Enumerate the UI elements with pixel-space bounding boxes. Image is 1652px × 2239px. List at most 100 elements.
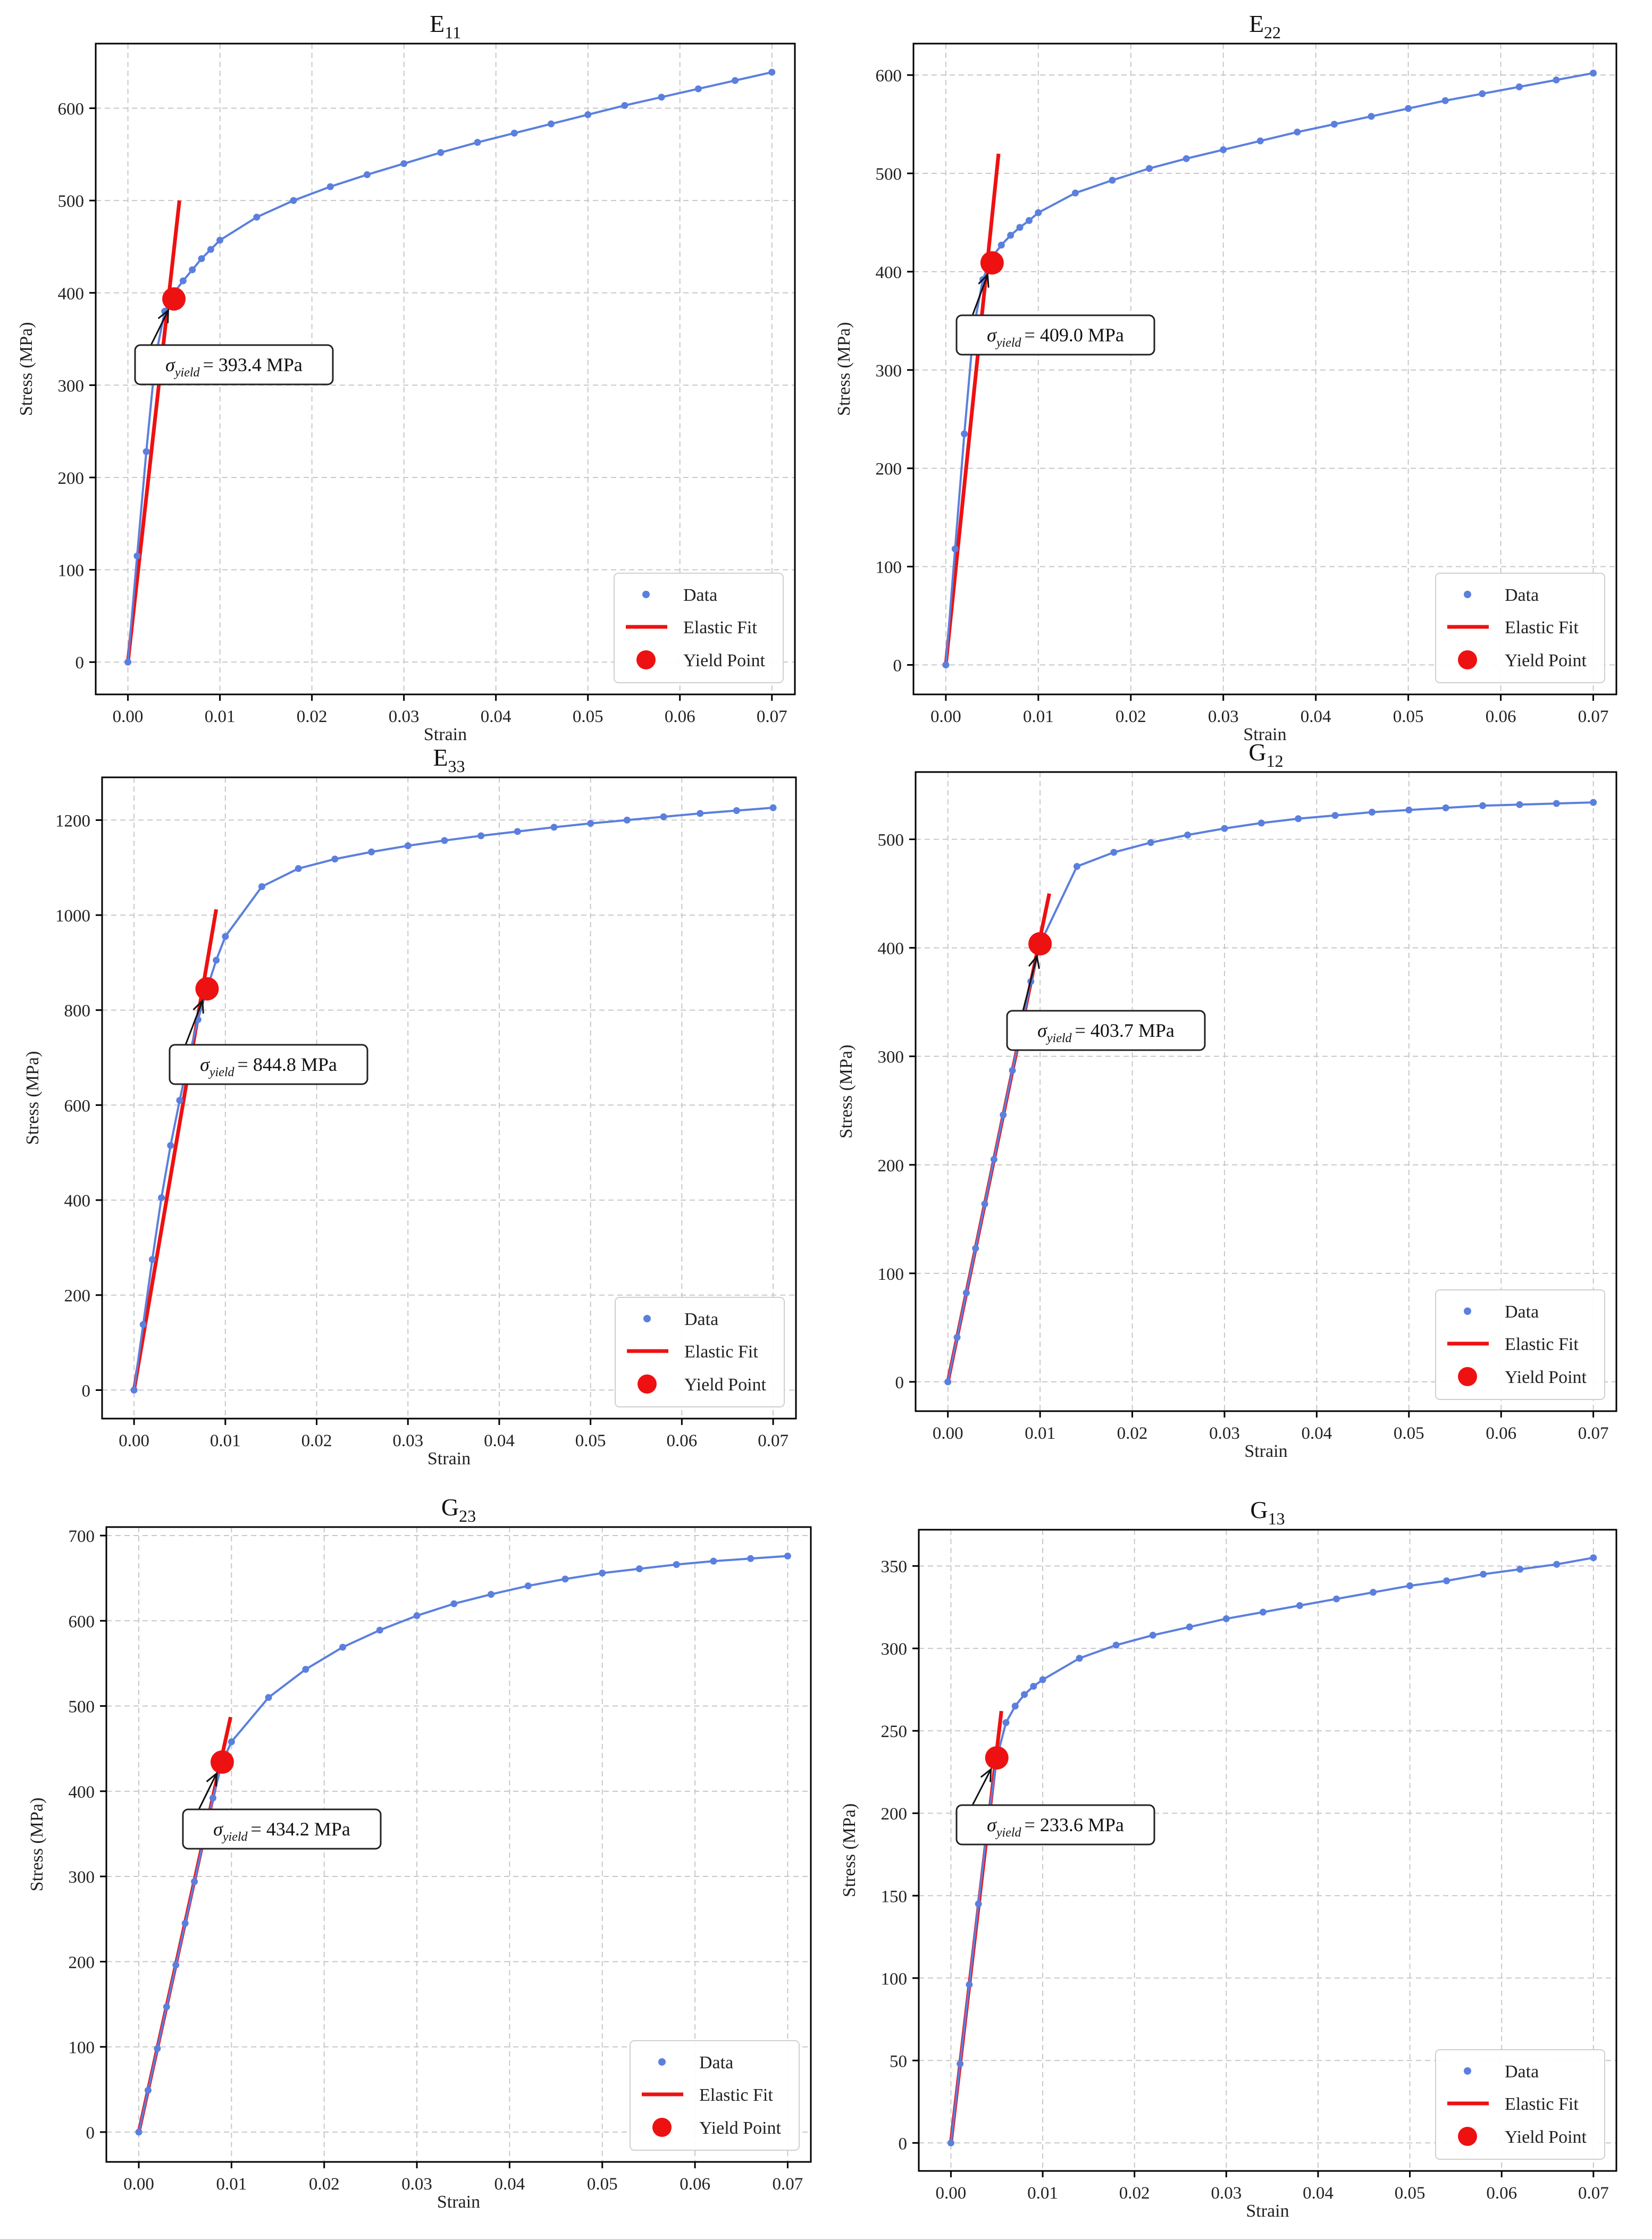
y-axis-label: Stress (MPa) xyxy=(27,1798,47,1892)
data-point xyxy=(710,1557,717,1565)
data-point xyxy=(437,149,445,156)
yield-annotation: σyield = 393.4 MPa xyxy=(165,354,303,380)
data-point xyxy=(488,1591,495,1598)
y-tick-label: 50 xyxy=(890,2052,907,2071)
legend: Data Elastic Fit Yield Point xyxy=(614,573,784,683)
data-point xyxy=(376,1626,383,1634)
axes-frame xyxy=(105,1526,812,2163)
data-point xyxy=(368,848,375,856)
x-tick-label: 0.02 xyxy=(1117,1424,1148,1443)
legend-data-marker xyxy=(1464,1307,1471,1315)
annotation-arrow xyxy=(185,1000,204,1045)
annotation-box xyxy=(169,1044,368,1085)
yield-point-marker xyxy=(210,1750,234,1774)
x-tick-label: 0.05 xyxy=(587,2175,618,2194)
data-point xyxy=(697,810,704,817)
y-tick-label: 600 xyxy=(64,1096,91,1116)
data-point xyxy=(1147,839,1154,846)
data-point xyxy=(142,448,150,455)
elastic-fit-line xyxy=(944,153,1001,665)
chart-title: E11 xyxy=(430,10,461,42)
data-point xyxy=(1370,1589,1377,1596)
data-point xyxy=(732,77,739,84)
data-point xyxy=(400,160,408,167)
data-point xyxy=(1479,802,1487,809)
data-point xyxy=(1553,800,1560,807)
data-point xyxy=(997,241,1005,249)
annotation-value: = 233.6 MPa xyxy=(1025,1814,1124,1835)
data-point xyxy=(207,246,214,253)
annotation-arrowhead xyxy=(978,273,989,288)
legend: Data Elastic Fit Yield Point xyxy=(630,2040,800,2151)
legend-label: Elastic Fit xyxy=(1505,2094,1579,2114)
chart-title-sub: 12 xyxy=(1267,751,1284,770)
data-point xyxy=(550,824,558,831)
data-point xyxy=(1553,76,1560,83)
data-point xyxy=(181,1919,189,1927)
x-tick-label: 0.02 xyxy=(297,707,328,726)
yield-annotation: σyield = 409.0 MPa xyxy=(987,324,1124,350)
data-point xyxy=(258,883,265,890)
annotation-subscript: yield xyxy=(222,1830,248,1844)
legend: Data Elastic Fit Yield Point xyxy=(1435,2049,1605,2160)
y-tick-label: 400 xyxy=(69,1783,95,1802)
data-point xyxy=(660,813,667,820)
yield-annotation: σyield = 844.8 MPa xyxy=(200,1054,337,1079)
yield-annotation: σyield = 403.7 MPa xyxy=(1037,1020,1175,1045)
x-tick-label: 0.01 xyxy=(216,2175,247,2194)
data-point xyxy=(1331,812,1339,819)
x-tick-label: 0.02 xyxy=(1116,707,1146,726)
yield-point-marker xyxy=(980,251,1004,275)
data-point xyxy=(1257,819,1265,827)
data-point xyxy=(135,2128,142,2136)
y-tick-label: 500 xyxy=(876,165,902,184)
annotation-arrowhead xyxy=(157,308,170,323)
data-point xyxy=(1146,165,1153,172)
legend-box xyxy=(614,573,784,683)
legend-data-marker xyxy=(1464,591,1471,598)
chart-title: G13 xyxy=(1250,1496,1285,1528)
annotation-box xyxy=(1006,1010,1206,1051)
data-point xyxy=(222,933,229,940)
y-axis-label: Stress (MPa) xyxy=(836,1045,856,1139)
data-point xyxy=(1220,146,1227,154)
data-point xyxy=(404,842,412,850)
chart-title-main: E xyxy=(430,10,445,37)
data-point xyxy=(1330,121,1338,128)
y-tick-label: 0 xyxy=(893,657,902,676)
data-point xyxy=(635,1565,643,1573)
legend-label: Yield Point xyxy=(1505,2127,1587,2147)
legend-label: Elastic Fit xyxy=(684,1342,758,1362)
data-point xyxy=(1183,155,1190,162)
data-point xyxy=(733,807,740,815)
y-tick-label: 1000 xyxy=(55,907,90,926)
y-tick-label: 800 xyxy=(64,1002,91,1021)
x-tick-label: 0.00 xyxy=(930,707,961,726)
legend-label: Elastic Fit xyxy=(1505,1335,1579,1354)
data-point xyxy=(1222,1615,1230,1622)
chart-title: G23 xyxy=(441,1494,476,1525)
data-point xyxy=(957,2060,964,2067)
x-tick-label: 0.06 xyxy=(680,2175,710,2194)
y-tick-label: 400 xyxy=(878,940,904,959)
y-tick-label: 200 xyxy=(878,1156,904,1176)
annotation-box xyxy=(955,1804,1155,1846)
y-tick-label: 600 xyxy=(58,100,85,119)
data-point xyxy=(339,1643,347,1651)
chart-panel: 0.00 0.01 0.02 0.03 0.04 0.05 0.06 0.07 0 100 200 3… xyxy=(836,739,1617,1461)
legend-yield-marker xyxy=(1458,650,1477,669)
x-tick-label: 0.05 xyxy=(575,1431,606,1450)
data-point xyxy=(621,102,628,109)
x-tick-label: 0.03 xyxy=(1208,707,1239,726)
grid-lines xyxy=(96,44,795,694)
annotation-sigma: σ xyxy=(1037,1020,1047,1041)
annotation-subscript: yield xyxy=(174,366,200,380)
data-point xyxy=(216,237,224,244)
data-point xyxy=(1296,1602,1303,1609)
y-tick-label: 100 xyxy=(69,2039,95,2058)
y-tick-label: 200 xyxy=(64,1287,91,1306)
y-tick-label: 200 xyxy=(69,1953,95,1972)
legend-yield-marker xyxy=(1458,2127,1477,2146)
yield-annotation: σyield = 434.2 MPa xyxy=(213,1818,350,1844)
